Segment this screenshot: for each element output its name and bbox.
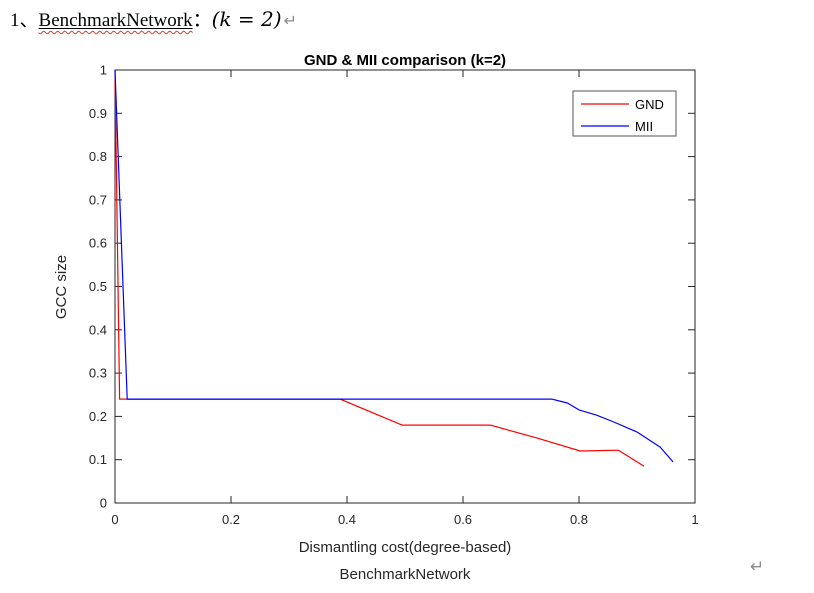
legend: GND MII [572,90,677,137]
svg-text:1: 1 [691,512,698,527]
heading-colon: ： [192,10,212,31]
paragraph-return-mark-icon: ↵ [750,557,765,577]
svg-text:0.2: 0.2 [222,512,240,527]
svg-text:0.5: 0.5 [89,279,107,294]
heading-number: 1、 [10,10,39,31]
mii-line [114,69,674,463]
svg-text:1: 1 [100,63,107,78]
svg-text:0.1: 0.1 [89,452,107,467]
svg-text:0.2: 0.2 [89,409,107,424]
legend-box [572,90,677,137]
svg-text:0.8: 0.8 [89,149,107,164]
line-break-mark-icon: ↵ [283,11,297,30]
x-axis-label: Dismantling cost(degree-based) [299,539,512,556]
heading-paragraph[interactable]: 1、BenchmarkNetwork：(k = 2) ↵ [10,5,297,32]
svg-text:0.3: 0.3 [89,366,107,381]
svg-text:0.4: 0.4 [338,512,356,527]
svg-text:0.7: 0.7 [89,192,107,207]
legend-mii-label: MII [635,119,653,134]
x-axis-label-line2: BenchmarkNetwork [340,566,471,583]
chart-title: GND & MII comparison (k=2) [304,52,506,69]
legend-gnd-label: GND [635,97,664,112]
svg-text:0: 0 [111,512,118,527]
svg-text:0.8: 0.8 [570,512,588,527]
svg-text:0.6: 0.6 [454,512,472,527]
heading-formula: (k = 2) [211,7,282,31]
svg-text:0.6: 0.6 [89,236,107,251]
svg-text:0.9: 0.9 [89,106,107,121]
svg-text:0.4: 0.4 [89,322,107,337]
heading-term-underlined: BenchmarkNetwork [39,10,193,31]
gnd-line [114,69,645,467]
svg-text:0: 0 [100,496,107,511]
spellcheck-wavy-underline: BenchmarkNetwork [38,10,193,31]
y-axis-label: GCC size [53,255,70,319]
data-series [114,69,674,467]
